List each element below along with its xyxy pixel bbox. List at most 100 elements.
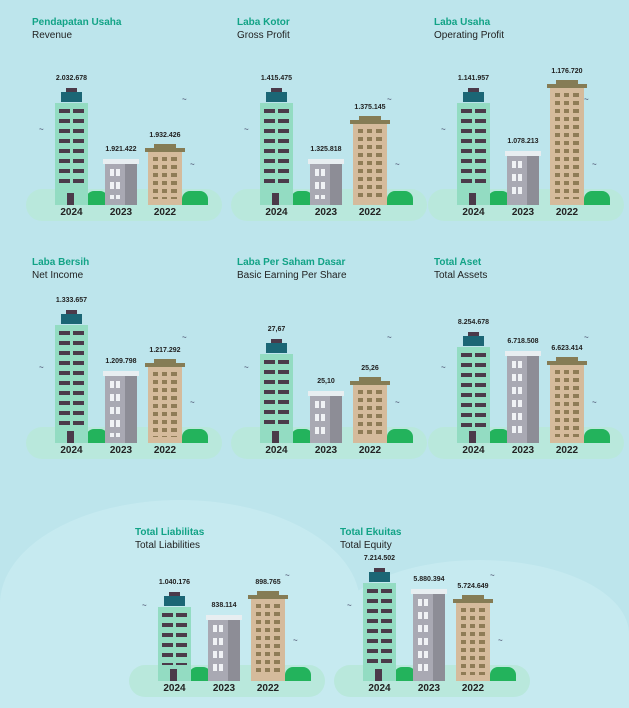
chart-panel: Laba Kotor Gross Profit ~ ~ ~1.415.475 2024 1.… [231, 17, 437, 227]
building-roof-top [556, 357, 578, 361]
building-windows [264, 109, 289, 189]
building-top [61, 92, 82, 102]
value-label: 1.217.292 [149, 347, 181, 354]
building-2023 [505, 351, 541, 443]
year-label: 2024 [265, 445, 288, 456]
building-windows [110, 169, 120, 199]
value-label: 8.254.678 [457, 319, 490, 326]
building-windows [110, 381, 120, 437]
value-label: 1.209.798 [105, 358, 137, 365]
year-label: 2022 [555, 445, 579, 456]
bird-icon: ~ [395, 160, 400, 169]
building-top [266, 343, 287, 353]
building-2022 [547, 357, 587, 443]
building-2022 [453, 595, 493, 681]
bush [490, 667, 516, 681]
building-2024 [260, 339, 293, 443]
building-roof [206, 615, 242, 620]
chart-title: Laba Bersih [32, 257, 90, 268]
value-label: 25,10 [317, 378, 335, 385]
value-label: 6.623.414 [551, 345, 583, 352]
building-windows [512, 361, 522, 437]
building-roof [308, 391, 344, 396]
building-windows [315, 401, 325, 437]
bird-icon: ~ [39, 125, 44, 134]
bush [394, 667, 416, 681]
value-label: 1.932.426 [149, 132, 181, 139]
building-door [170, 669, 177, 681]
building-antenna [468, 332, 479, 336]
bush [488, 191, 510, 205]
building-2023 [505, 151, 541, 205]
value-label: 1.415.475 [260, 75, 293, 82]
year-label: 2022 [153, 445, 177, 456]
building-antenna [468, 88, 479, 92]
chart-panel: Laba Per Saham Dasar Basic Earning Per Sh… [231, 257, 437, 467]
building-windows [256, 604, 280, 675]
bird-icon: ~ [395, 398, 400, 407]
value-label: 27,67 [267, 326, 286, 333]
bird-icon: ~ [182, 95, 187, 104]
bird-icon: ~ [584, 333, 589, 342]
building-roof [453, 599, 493, 603]
building-antenna [271, 88, 282, 92]
year-label: 2023 [109, 207, 133, 218]
value-label: 1.176.720 [551, 68, 583, 75]
year-label: 2022 [256, 683, 280, 694]
bird-icon: ~ [285, 571, 290, 580]
building-roof-top [359, 377, 381, 381]
year-label: 2023 [109, 445, 133, 456]
building-2023 [308, 391, 344, 443]
building-2022 [145, 144, 185, 205]
value-label: 5.724.649 [457, 583, 489, 590]
building-windows [358, 129, 382, 199]
bird-icon: ~ [142, 601, 147, 610]
bush [387, 429, 413, 443]
year-label: 2022 [153, 207, 177, 218]
bush [285, 667, 311, 681]
building-windows [367, 589, 392, 665]
year-label: 2023 [511, 445, 535, 456]
bush [182, 429, 208, 443]
building-roof [350, 381, 390, 385]
building-antenna [374, 568, 385, 572]
building-2023 [308, 159, 344, 205]
year-label: 2023 [314, 207, 338, 218]
year-label: 2022 [461, 683, 485, 694]
bird-icon: ~ [293, 636, 298, 645]
building-roof [103, 159, 139, 164]
bird-icon: ~ [244, 363, 249, 372]
bird-icon: ~ [584, 95, 589, 104]
bush [584, 191, 610, 205]
chart-subtitle: Operating Profit [434, 30, 505, 41]
building-2022 [350, 377, 390, 443]
chart-panel: Pendapatan Usaha Revenue ~ ~ ~2.032.678 2024 1… [26, 17, 232, 227]
chart-subtitle: Gross Profit [237, 30, 290, 41]
bird-icon: ~ [190, 160, 195, 169]
building-top [266, 92, 287, 102]
chart-panel: Total Liabilitas Total Liabilities ~ ~ ~1.04… [129, 527, 335, 708]
bird-icon: ~ [39, 363, 44, 372]
year-label: 2022 [358, 207, 382, 218]
chart-subtitle: Revenue [32, 30, 73, 41]
bird-icon: ~ [190, 398, 195, 407]
building-roof-top [257, 591, 279, 595]
building-2024 [260, 88, 293, 205]
year-label: 2022 [555, 207, 579, 218]
value-label: 898.765 [255, 579, 281, 586]
chart-subtitle: Total Equity [340, 540, 392, 551]
building-antenna [271, 339, 282, 343]
building-door [67, 431, 74, 443]
bird-icon: ~ [592, 398, 597, 407]
chart-title: Total Liabilitas [135, 527, 205, 538]
building-windows [512, 161, 522, 199]
value-label: 6.718.508 [507, 338, 539, 345]
building-roof [547, 84, 587, 88]
value-label: 1.325.818 [310, 146, 342, 153]
building-roof [350, 120, 390, 124]
building-top [369, 572, 390, 582]
building-door [469, 431, 476, 443]
building-windows [59, 331, 84, 427]
bird-icon: ~ [387, 95, 392, 104]
